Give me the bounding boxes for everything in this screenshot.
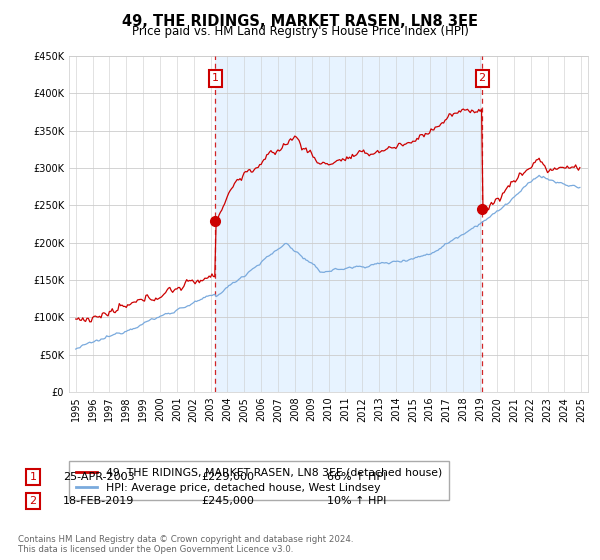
Text: 1: 1 [29, 472, 37, 482]
Text: 66% ↑ HPI: 66% ↑ HPI [327, 472, 386, 482]
Text: 2: 2 [479, 73, 486, 83]
Text: £245,000: £245,000 [201, 496, 254, 506]
Text: Contains HM Land Registry data © Crown copyright and database right 2024.
This d: Contains HM Land Registry data © Crown c… [18, 535, 353, 554]
Text: 2: 2 [29, 496, 37, 506]
Text: 1: 1 [212, 73, 219, 83]
Bar [215, 56, 482, 392]
Text: 25-APR-2003: 25-APR-2003 [63, 472, 134, 482]
Text: £229,000: £229,000 [201, 472, 254, 482]
Text: 10% ↑ HPI: 10% ↑ HPI [327, 496, 386, 506]
Text: 18-FEB-2019: 18-FEB-2019 [63, 496, 134, 506]
Text: Price paid vs. HM Land Registry's House Price Index (HPI): Price paid vs. HM Land Registry's House … [131, 25, 469, 38]
Text: 49, THE RIDINGS, MARKET RASEN, LN8 3EE: 49, THE RIDINGS, MARKET RASEN, LN8 3EE [122, 14, 478, 29]
Legend: 49, THE RIDINGS, MARKET RASEN, LN8 3EE (detached house), HPI: Average price, det: 49, THE RIDINGS, MARKET RASEN, LN8 3EE (… [69, 461, 449, 500]
